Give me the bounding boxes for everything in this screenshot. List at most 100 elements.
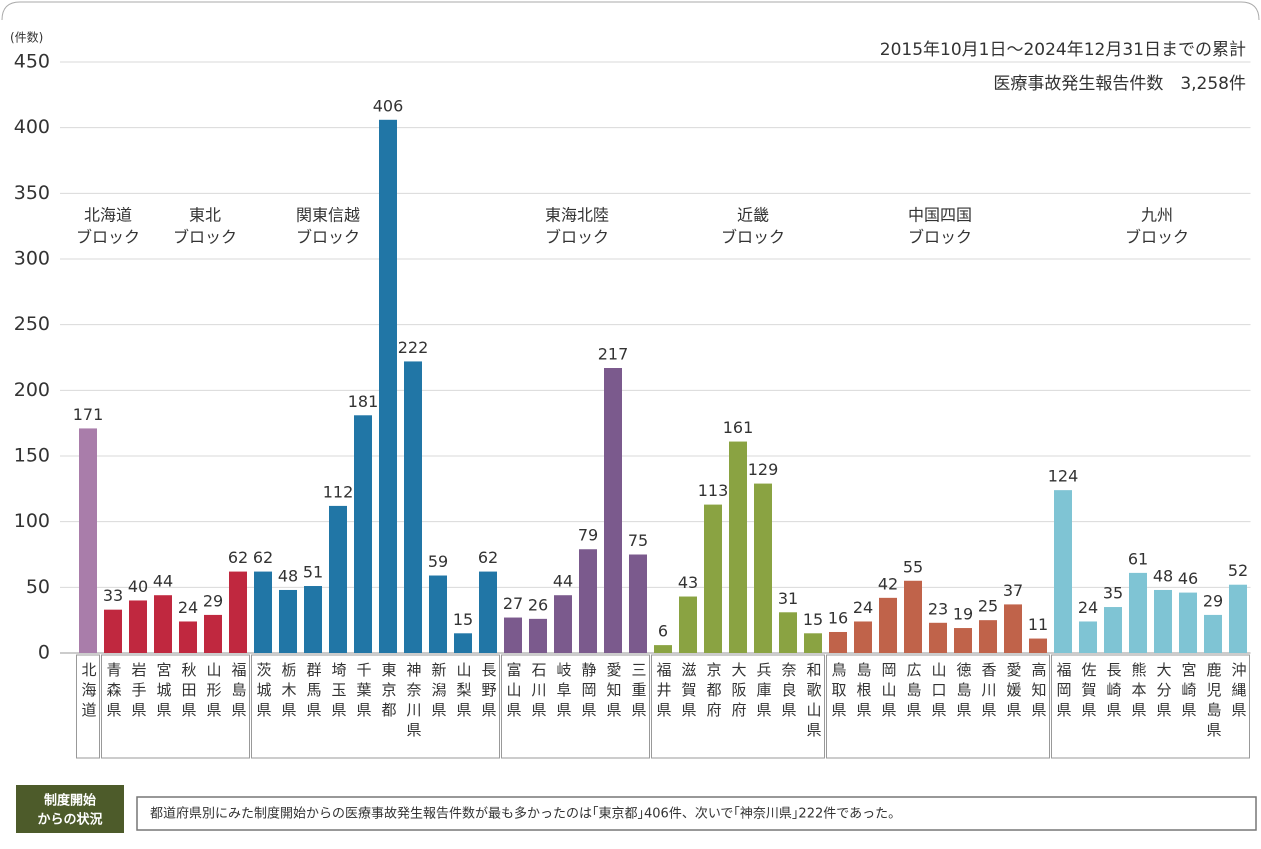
value-label: 29 — [1203, 591, 1223, 610]
x-tick-label: 愛媛県 — [1005, 662, 1023, 722]
x-tick-label: 京都府 — [705, 662, 723, 722]
group-box — [251, 654, 500, 759]
x-tick-label: 青森県 — [105, 662, 123, 722]
value-label: 59 — [428, 552, 448, 571]
x-tick-label: 長崎県 — [1105, 662, 1123, 722]
group-box — [651, 654, 825, 759]
bar — [729, 441, 747, 653]
x-tick-label: 鳥取県 — [830, 661, 848, 722]
value-label: 6 — [658, 622, 668, 641]
value-label: 62 — [253, 548, 273, 567]
x-tick-label: 岡山県 — [880, 662, 898, 722]
x-tick-label: 群馬県 — [305, 662, 323, 722]
bar — [279, 589, 297, 653]
x-tick-label: 新潟県 — [430, 662, 448, 722]
bar — [479, 571, 497, 653]
value-label: 406 — [373, 96, 404, 115]
value-label: 35 — [1103, 584, 1123, 603]
x-tick-label: 茨城県 — [255, 662, 273, 722]
group-label: 中国四国 — [908, 206, 972, 225]
value-label: 42 — [878, 574, 898, 593]
bar — [179, 621, 197, 653]
group-label: ブロック — [173, 228, 237, 247]
x-tick-label: 山形県 — [205, 662, 223, 722]
x-tick-label: 東京都 — [380, 662, 398, 722]
value-label: 15 — [453, 610, 473, 629]
x-tick-label: 岩手県 — [130, 662, 148, 722]
value-label: 33 — [103, 586, 123, 605]
y-tick-label: 350 — [14, 182, 50, 204]
value-label: 37 — [1003, 581, 1023, 600]
x-tick-label: 埼玉県 — [330, 662, 348, 722]
group-box — [1051, 654, 1250, 759]
y-tick-label: 250 — [14, 313, 50, 335]
summary-text: 都道府県別にみた制度開始からの医療事故発生報告件数が最も多かったのは｢東京都｣4… — [150, 806, 901, 822]
bar — [654, 645, 672, 653]
x-tick-label: 大分県 — [1155, 662, 1173, 722]
x-tick-label: 宮崎県 — [1180, 662, 1198, 722]
bar — [829, 631, 847, 653]
value-label: 26 — [528, 595, 548, 614]
bar — [704, 504, 722, 653]
group-box — [826, 654, 1050, 759]
x-tick-label: 福岡県 — [1055, 662, 1073, 722]
value-label: 44 — [153, 572, 173, 591]
y-tick-label: 50 — [26, 576, 50, 598]
value-label: 62 — [228, 548, 248, 567]
x-tick-label: 島根県 — [855, 662, 873, 722]
group-label: 北海道 — [84, 206, 132, 225]
bar — [229, 571, 247, 653]
value-label: 79 — [578, 526, 598, 545]
bar — [604, 368, 622, 653]
x-tick-label: 宮城県 — [155, 662, 173, 722]
bar — [354, 415, 372, 653]
value-label: 48 — [1153, 566, 1173, 585]
bar — [454, 633, 472, 653]
x-tick-label: 愛知県 — [605, 662, 623, 722]
x-tick-label: 三重県 — [630, 662, 648, 722]
value-label: 16 — [828, 608, 848, 627]
value-label: 31 — [778, 589, 798, 608]
value-label: 19 — [953, 605, 973, 624]
badge-text: 制度開始 — [44, 793, 96, 809]
bar — [629, 554, 647, 653]
value-label: 24 — [853, 598, 873, 617]
bar — [579, 549, 597, 653]
value-label: 23 — [928, 599, 948, 618]
frame — [1, 1, 1260, 21]
y-tick-label: 300 — [14, 248, 50, 270]
bar — [929, 622, 947, 653]
y-tick-label: 100 — [14, 510, 50, 532]
x-tick-label: 長野県 — [480, 662, 498, 722]
group-label: 東北 — [189, 206, 221, 225]
x-tick-label: 北海道 — [80, 662, 98, 722]
bar — [529, 618, 547, 653]
value-label: 52 — [1228, 561, 1248, 580]
value-label: 29 — [203, 591, 223, 610]
bar — [1229, 584, 1247, 653]
group-label: ブロック — [76, 228, 140, 247]
bar — [429, 575, 447, 653]
bar — [1179, 592, 1197, 653]
x-tick-label: 奈良県 — [780, 662, 798, 722]
bar — [1154, 589, 1172, 653]
value-label: 129 — [748, 460, 779, 479]
y-tick-label: 200 — [14, 379, 50, 401]
value-label: 46 — [1178, 569, 1198, 588]
x-tick-label: 秋田県 — [180, 662, 198, 722]
x-tick-label: 神奈川県 — [405, 662, 423, 742]
x-tick-label: 兵庫県 — [755, 662, 773, 722]
bar — [329, 505, 347, 653]
value-label: 15 — [803, 610, 823, 629]
x-tick-label: 香川県 — [980, 662, 998, 722]
value-label: 27 — [503, 594, 523, 613]
group-box — [76, 654, 100, 759]
x-tick-label: 石川県 — [530, 662, 548, 722]
group-label: 九州 — [1141, 206, 1173, 225]
badge-text: からの状況 — [37, 812, 102, 828]
bar — [1054, 490, 1072, 653]
bar — [1104, 607, 1122, 653]
value-label: 61 — [1128, 549, 1148, 568]
group-label: 東海北陸 — [545, 206, 609, 225]
